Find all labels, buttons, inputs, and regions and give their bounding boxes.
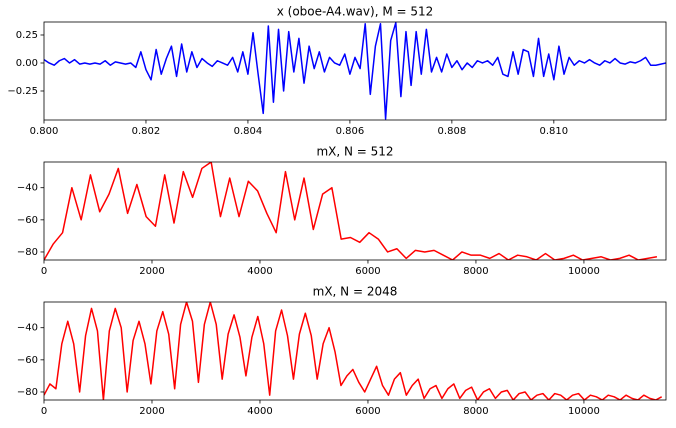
x-tick-label: 4000 <box>247 406 272 417</box>
y-tick-label: 0.25 <box>16 30 38 41</box>
y-tick-label: −40 <box>17 323 38 334</box>
x-tick-label: 4000 <box>247 266 272 277</box>
x-tick-label: 0.810 <box>540 126 569 137</box>
x-tick-label: 10000 <box>568 406 600 417</box>
data-line <box>44 22 666 120</box>
plot-area <box>44 22 666 120</box>
plot-area <box>44 162 658 260</box>
x-tick-label: 0 <box>41 406 47 417</box>
chart-title: mX, N = 2048 <box>313 285 398 299</box>
x-tick-label: 0.808 <box>438 126 467 137</box>
x-tick-label: 0.806 <box>336 126 365 137</box>
data-line <box>44 162 658 260</box>
x-tick-label: 8000 <box>463 406 488 417</box>
x-tick-label: 6000 <box>355 266 380 277</box>
data-line <box>44 302 663 400</box>
x-tick-label: 0.804 <box>234 126 263 137</box>
chart-title: x (oboe-A4.wav), M = 512 <box>277 5 434 19</box>
x-tick-label: 0 <box>41 266 47 277</box>
plot-area <box>44 302 663 400</box>
x-tick-label: 6000 <box>355 406 380 417</box>
axes-frame <box>43 301 667 401</box>
y-tick-label: −60 <box>17 215 38 226</box>
y-tick-label: −0.25 <box>7 86 38 97</box>
axes-frame <box>43 21 667 121</box>
x-tick-label: 0.802 <box>132 126 161 137</box>
y-tick-label: −80 <box>17 247 38 258</box>
chart-title: mX, N = 512 <box>316 145 393 159</box>
y-tick-label: −40 <box>17 183 38 194</box>
y-tick-label: −80 <box>17 387 38 398</box>
y-tick-label: 0.00 <box>16 58 38 69</box>
x-tick-label: 8000 <box>463 266 488 277</box>
x-tick-label: 2000 <box>139 266 164 277</box>
x-tick-label: 2000 <box>139 406 164 417</box>
y-tick-label: −60 <box>17 355 38 366</box>
x-tick-label: 10000 <box>568 266 600 277</box>
axes-frame <box>43 161 667 261</box>
x-tick-label: 0.800 <box>30 126 59 137</box>
